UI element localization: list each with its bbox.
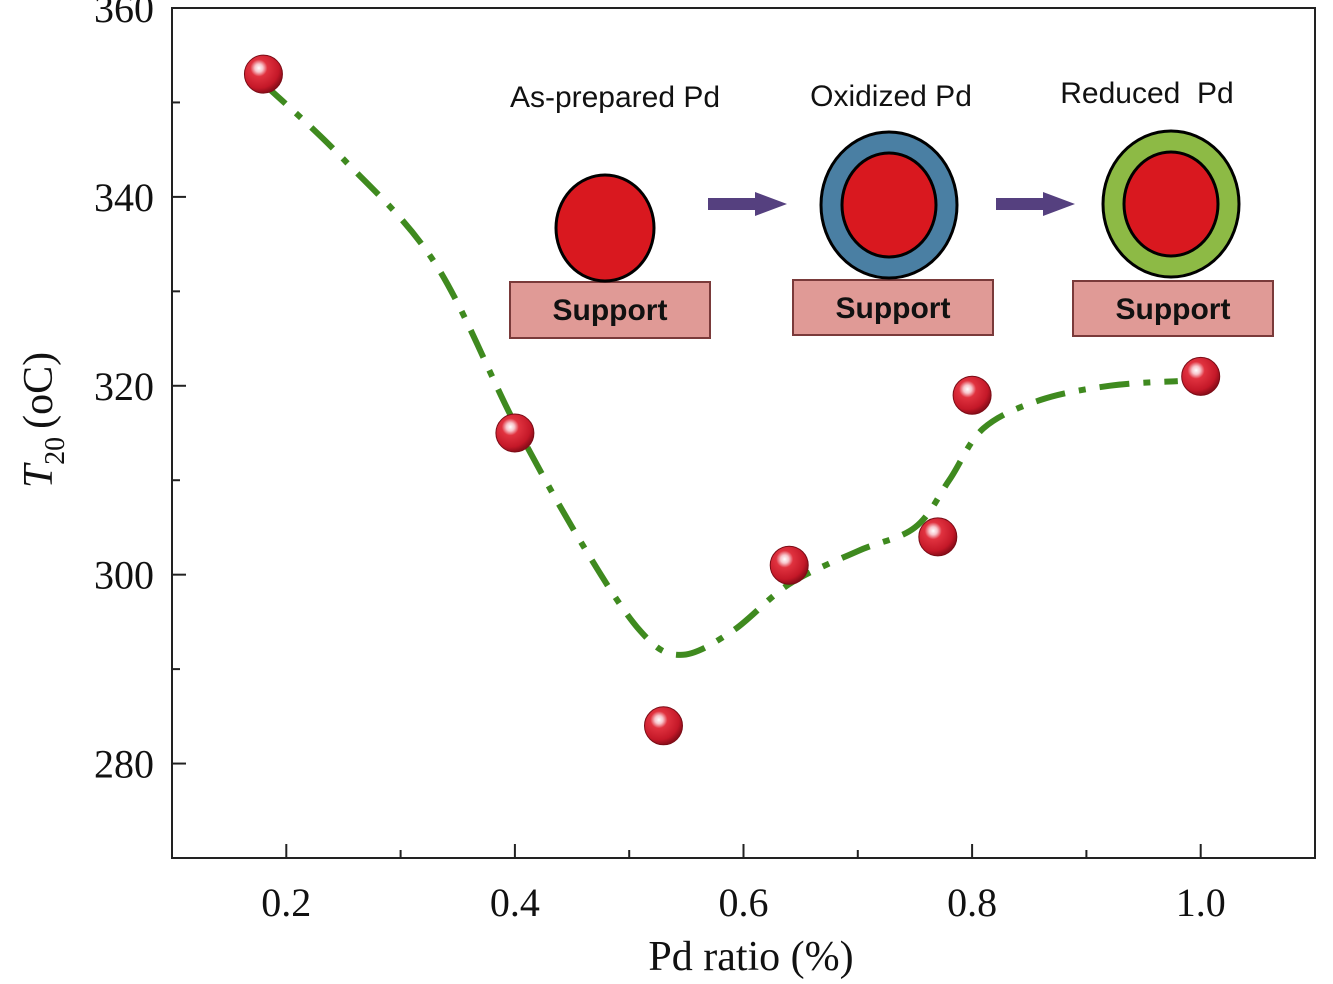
arrow-right-icon — [996, 192, 1075, 216]
data-point — [918, 517, 958, 557]
y-tick-label: 340 — [94, 175, 154, 220]
y-tick-label: 320 — [94, 364, 154, 409]
stage-label-reduced: Reduced Pd — [1060, 77, 1233, 110]
arrow-right-icon — [708, 192, 787, 216]
pd-particle — [554, 173, 656, 283]
support-label: Support — [1116, 293, 1231, 326]
stage-label-as-prepared: As-prepared Pd — [510, 81, 720, 114]
stage-as-prepared: As-prepared Pd Support — [509, 81, 720, 339]
stage-reduced: Reduced Pd Support — [1060, 77, 1274, 337]
x-tick-label: 1.0 — [1176, 880, 1226, 925]
support-block — [509, 281, 711, 339]
data-points — [243, 54, 1221, 746]
inset-schematic: As-prepared Pd Support Oxidized Pd Suppo… — [509, 77, 1274, 339]
x-tick-label: 0.6 — [719, 880, 769, 925]
trend-line — [261, 81, 1178, 658]
y-axis-title: T20(oC) — [16, 352, 71, 488]
data-point — [243, 54, 283, 94]
y-tick-label: 360 — [94, 0, 154, 31]
y-ticks — [172, 7, 186, 765]
data-point — [952, 375, 992, 415]
y-tick-labels: 280 300 320 340 360 — [94, 0, 154, 787]
support-label: Support — [553, 294, 668, 327]
data-point — [643, 706, 683, 746]
x-axis-title: Pd ratio (%) — [648, 934, 853, 980]
pd-core — [1122, 150, 1220, 258]
y-tick-label: 300 — [94, 553, 154, 598]
support-label: Support — [836, 292, 951, 325]
stage-oxidized: Oxidized Pd Support — [792, 80, 994, 336]
data-point — [769, 545, 809, 585]
support-block — [792, 279, 994, 336]
data-point — [495, 413, 535, 453]
x-tick-label: 0.8 — [947, 880, 997, 925]
data-point — [1181, 356, 1221, 396]
y-tick-label: 280 — [94, 742, 154, 787]
x-tick-labels: 0.2 0.4 0.6 0.8 1.0 — [261, 880, 1225, 925]
x-ticks — [285, 844, 1202, 858]
stage-label-oxidized: Oxidized Pd — [810, 80, 972, 113]
support-block — [1072, 280, 1274, 337]
x-tick-label: 0.4 — [490, 880, 540, 925]
x-tick-label: 0.2 — [261, 880, 311, 925]
pd-core — [840, 151, 938, 259]
